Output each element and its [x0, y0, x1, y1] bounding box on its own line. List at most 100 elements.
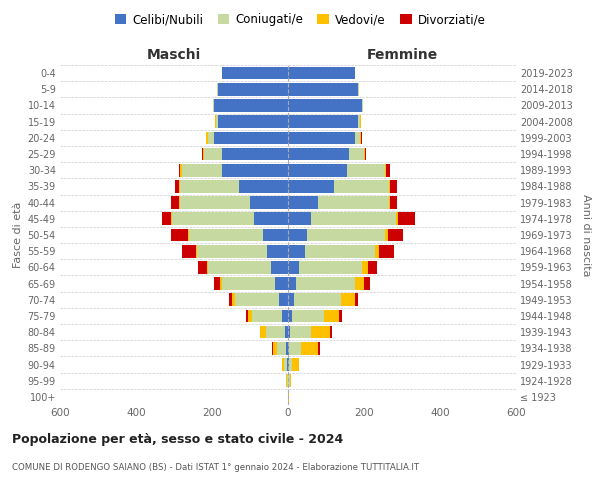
Bar: [286, 342, 288, 354]
Text: Maschi: Maschi: [147, 48, 201, 62]
Bar: [218, 83, 288, 96]
Bar: [289, 342, 301, 354]
Bar: [288, 390, 289, 403]
Bar: [221, 164, 288, 176]
Bar: [358, 116, 360, 128]
Bar: [288, 310, 292, 322]
Bar: [207, 261, 208, 274]
Bar: [229, 294, 232, 306]
Bar: [208, 261, 271, 274]
Bar: [389, 196, 390, 209]
Bar: [254, 212, 288, 225]
Bar: [292, 310, 324, 322]
Bar: [179, 164, 181, 176]
Bar: [252, 310, 283, 322]
Bar: [232, 294, 235, 306]
Legend: Celibi/Nubili, Coniugati/e, Vedovi/e, Divorziati/e: Celibi/Nubili, Coniugati/e, Vedovi/e, Di…: [110, 8, 490, 31]
Bar: [319, 196, 389, 209]
Bar: [360, 132, 361, 144]
Bar: [368, 261, 377, 274]
Bar: [214, 132, 288, 144]
Bar: [182, 164, 221, 176]
Bar: [385, 228, 388, 241]
Bar: [263, 228, 288, 241]
Bar: [290, 374, 292, 387]
Bar: [162, 212, 172, 225]
Bar: [218, 116, 288, 128]
Bar: [203, 148, 205, 160]
Bar: [180, 180, 239, 192]
Bar: [311, 212, 397, 225]
Bar: [221, 278, 275, 290]
Bar: [216, 116, 218, 128]
Bar: [288, 278, 296, 290]
Bar: [288, 294, 294, 306]
Bar: [389, 180, 390, 192]
Bar: [283, 310, 288, 322]
Bar: [376, 245, 379, 258]
Bar: [390, 180, 397, 192]
Bar: [287, 358, 288, 371]
Bar: [205, 148, 221, 160]
Bar: [197, 261, 207, 274]
Bar: [181, 164, 182, 176]
Bar: [294, 294, 341, 306]
Bar: [197, 245, 267, 258]
Bar: [390, 196, 397, 209]
Bar: [289, 374, 290, 387]
Bar: [221, 148, 288, 160]
Bar: [355, 278, 364, 290]
Bar: [288, 358, 289, 371]
Bar: [278, 294, 288, 306]
Bar: [275, 278, 288, 290]
Bar: [179, 196, 180, 209]
Bar: [288, 196, 319, 209]
Bar: [179, 180, 180, 192]
Bar: [386, 164, 390, 176]
Bar: [324, 310, 340, 322]
Bar: [284, 358, 287, 371]
Bar: [287, 374, 288, 387]
Y-axis label: Anni di nascita: Anni di nascita: [581, 194, 592, 276]
Bar: [208, 132, 214, 144]
Bar: [182, 245, 196, 258]
Bar: [206, 132, 208, 144]
Bar: [317, 342, 320, 354]
Bar: [347, 164, 385, 176]
Bar: [349, 148, 364, 160]
Bar: [288, 83, 358, 96]
Bar: [188, 228, 189, 241]
Bar: [288, 180, 334, 192]
Bar: [301, 342, 317, 354]
Bar: [175, 180, 179, 192]
Bar: [271, 261, 288, 274]
Bar: [273, 342, 277, 354]
Bar: [365, 148, 366, 160]
Bar: [288, 261, 299, 274]
Text: Popolazione per età, sesso e stato civile - 2024: Popolazione per età, sesso e stato civil…: [12, 432, 343, 446]
Bar: [288, 132, 355, 144]
Bar: [379, 245, 394, 258]
Bar: [214, 99, 288, 112]
Bar: [288, 116, 358, 128]
Bar: [288, 228, 307, 241]
Bar: [220, 278, 221, 290]
Text: COMUNE DI RODENGO SAIANO (BS) - Dati ISTAT 1° gennaio 2024 - Elaborazione TUTTIT: COMUNE DI RODENGO SAIANO (BS) - Dati IST…: [12, 462, 419, 471]
Bar: [172, 212, 254, 225]
Bar: [388, 228, 403, 241]
Bar: [355, 294, 358, 306]
Bar: [171, 228, 188, 241]
Bar: [330, 326, 332, 338]
Y-axis label: Fasce di età: Fasce di età: [13, 202, 23, 268]
Bar: [364, 278, 370, 290]
Bar: [398, 212, 415, 225]
Bar: [290, 326, 311, 338]
Bar: [235, 294, 278, 306]
Bar: [341, 294, 355, 306]
Bar: [286, 374, 287, 387]
Bar: [272, 342, 273, 354]
Bar: [311, 326, 330, 338]
Bar: [172, 196, 179, 209]
Bar: [362, 261, 368, 274]
Bar: [248, 310, 252, 322]
